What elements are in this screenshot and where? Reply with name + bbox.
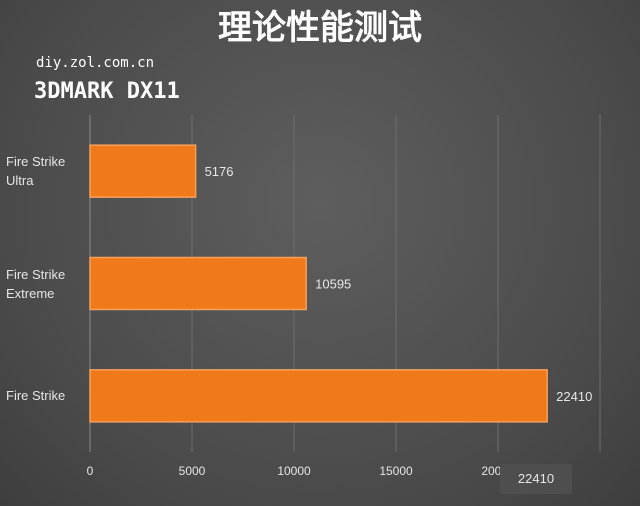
- data-label: 22410: [556, 389, 592, 404]
- y-tick-label: Fire Strike: [6, 388, 66, 404]
- bar: [89, 256, 307, 311]
- x-tick-label: 5000: [179, 464, 206, 478]
- x-tick-label: 0: [87, 464, 94, 478]
- annotation: 22410: [500, 464, 572, 494]
- chart-label: 3DMARK DX11: [34, 79, 180, 104]
- bar: [89, 369, 548, 423]
- x-tick-label: 10000: [277, 464, 311, 478]
- y-tick-label: Fire Strike Extreme: [6, 266, 66, 301]
- y-tick-label: Fire Strike Ultra: [6, 154, 66, 189]
- subtitle: diy.zol.com.cn: [36, 55, 155, 71]
- bar: [89, 144, 197, 198]
- data-label: 5176: [205, 164, 234, 179]
- data-label: 10595: [315, 277, 351, 292]
- chart-title: 理论性能测试: [218, 9, 422, 47]
- x-tick-label: 15000: [379, 464, 413, 478]
